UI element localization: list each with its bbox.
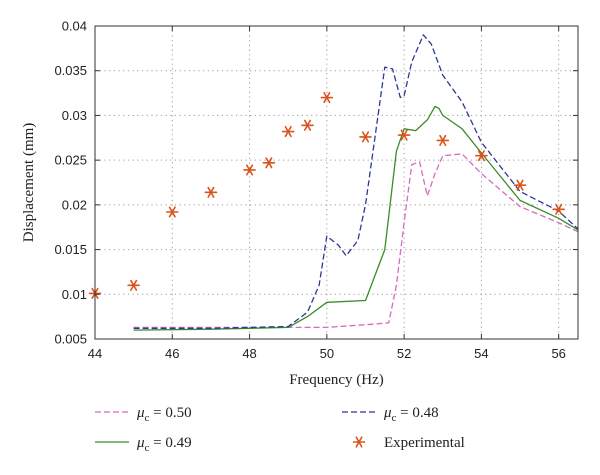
tick-labels: 44 46 48 50 52 54 56 0.005 0.01 0.015 0.02 0.025 0.0… (54, 19, 565, 362)
legend-label: μc = 0.49 (136, 435, 192, 454)
x-tick-label: 52 (397, 346, 411, 361)
experimental-point (301, 119, 314, 131)
legend-label: μc = 0.50 (136, 405, 192, 424)
y-tick-label: 0.035 (54, 63, 87, 78)
x-tick-label: 50 (320, 346, 334, 361)
experimental-point (552, 203, 565, 215)
x-axis-label: Frequency (Hz) (289, 372, 384, 388)
y-tick-label: 0.04 (62, 19, 87, 34)
experimental-point (127, 279, 140, 291)
series-line-2 (133, 105, 579, 331)
y-tick-label: 0.025 (54, 153, 87, 168)
experimental-point (513, 179, 527, 191)
experimental-markers (88, 91, 565, 299)
y-tick-label: 0.02 (62, 197, 87, 212)
experimental-point (281, 125, 295, 138)
x-tick-label: 54 (474, 346, 488, 361)
legend-entry: μc = 0.49 (95, 435, 192, 454)
y-tick-label: 0.03 (62, 108, 87, 123)
legend-entry: μc = 0.48 (342, 405, 439, 424)
experimental-point (397, 129, 411, 141)
y-tick-label: 0.005 (54, 332, 87, 347)
series-line-3 (133, 34, 579, 329)
axis-ticks (94, 25, 578, 340)
x-tick-label: 46 (165, 346, 179, 361)
legend-label: Experimental (384, 435, 465, 451)
experimental-point (165, 206, 179, 218)
x-tick-label: 56 (551, 346, 565, 361)
experimental-point (359, 131, 372, 143)
legend-entry: μc = 0.50 (95, 405, 192, 424)
y-tick-label: 0.015 (54, 242, 87, 257)
legend: μc = 0.50 μc = 0.49 μc = 0.48 Experimental (95, 405, 465, 454)
y-axis-label: Displacement (mm) (21, 123, 37, 243)
experimental-point (204, 186, 218, 198)
x-tick-label: 48 (242, 346, 256, 361)
experimental-point (436, 134, 450, 147)
legend-entry-experimental: Experimental (352, 435, 465, 451)
y-tick-label: 0.01 (62, 287, 87, 302)
experimental-point (262, 157, 276, 169)
experimental-point (243, 164, 256, 176)
series-layer (133, 34, 579, 331)
experimental-point (320, 91, 334, 104)
x-tick-label: 44 (88, 346, 102, 361)
series-line-1 (133, 153, 579, 329)
legend-label: μc = 0.48 (383, 405, 439, 424)
experimental-point (475, 150, 488, 162)
plot-frame (94, 25, 579, 340)
